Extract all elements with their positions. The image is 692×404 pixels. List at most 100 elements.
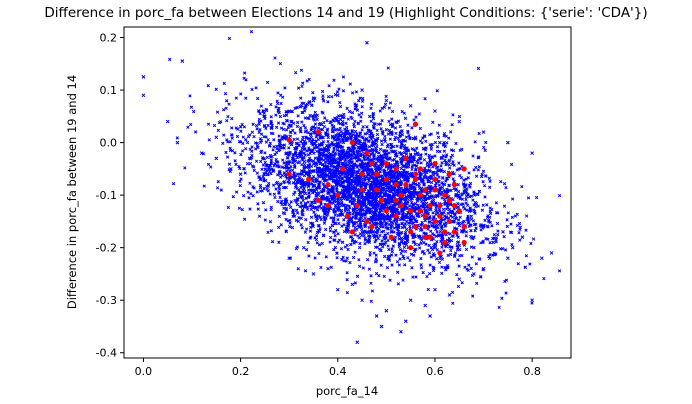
- cloud-point: [287, 123, 291, 127]
- cloud-point: [259, 149, 264, 153]
- cloud-point: [357, 236, 362, 240]
- cloud-point: [443, 200, 447, 204]
- cloud-point: [381, 225, 385, 229]
- cloud-point: [321, 94, 325, 98]
- cloud-point: [347, 168, 351, 172]
- cloud-point: [274, 125, 279, 129]
- cloud-point: [440, 211, 444, 215]
- cloud-point: [404, 135, 409, 139]
- cloud-point: [458, 197, 462, 201]
- cloud-point: [230, 133, 234, 137]
- cloud-point: [307, 191, 311, 195]
- cloud-point: [481, 180, 485, 184]
- data-point: [214, 156, 219, 161]
- cloud-point: [375, 224, 379, 229]
- cloud-point: [469, 214, 473, 218]
- highlight-point: [354, 203, 360, 209]
- cloud-point: [303, 230, 307, 234]
- highlight-point: [325, 203, 331, 209]
- cloud-point: [412, 118, 416, 122]
- cloud-point: [418, 126, 422, 131]
- cloud-point: [458, 215, 462, 219]
- cloud-point: [452, 226, 457, 230]
- cloud-point: [517, 231, 521, 235]
- cloud-point: [359, 154, 363, 158]
- cloud-point: [398, 257, 402, 261]
- cloud-point: [419, 156, 423, 161]
- cloud-point: [413, 152, 417, 156]
- cloud-point: [445, 176, 450, 181]
- cloud-point: [469, 245, 474, 249]
- cloud-point: [370, 180, 374, 185]
- cloud-point: [431, 198, 436, 203]
- cloud-point: [480, 208, 485, 212]
- cloud-point: [259, 104, 263, 108]
- cloud-point: [309, 215, 314, 219]
- cloud-point: [469, 228, 473, 233]
- cloud-point: [310, 149, 314, 153]
- cloud-point: [395, 202, 399, 206]
- cloud-point: [481, 240, 485, 245]
- cloud-point: [310, 139, 314, 143]
- cloud-point: [408, 226, 412, 231]
- cloud-point: [408, 136, 412, 140]
- cloud-point: [338, 196, 343, 200]
- cloud-point: [186, 125, 190, 129]
- cloud-point: [398, 124, 402, 129]
- cloud-point: [408, 152, 413, 156]
- cloud-point: [488, 256, 492, 261]
- cloud-point: [486, 214, 490, 218]
- cloud-point: [417, 112, 421, 116]
- cloud-point: [395, 144, 399, 148]
- cloud-point: [261, 109, 266, 114]
- cloud-point: [305, 79, 309, 83]
- cloud-point: [356, 154, 360, 158]
- cloud-point: [315, 117, 319, 122]
- cloud-point: [322, 147, 327, 151]
- cloud-point: [456, 284, 461, 289]
- cloud-point: [304, 248, 309, 252]
- cloud-point: [404, 242, 409, 247]
- cloud-point: [479, 174, 484, 179]
- cloud-point: [357, 99, 361, 103]
- cloud-point: [332, 175, 336, 179]
- cloud-point: [328, 121, 332, 125]
- cloud-point: [290, 168, 295, 172]
- cloud-point: [367, 114, 372, 119]
- cloud-point: [428, 158, 432, 162]
- cloud-point: [240, 149, 245, 153]
- cloud-point: [375, 217, 380, 221]
- cloud-point: [289, 124, 293, 129]
- cloud-point: [347, 189, 352, 193]
- cloud-point: [403, 190, 407, 194]
- cloud-point: [252, 134, 256, 139]
- cloud-point: [474, 202, 479, 206]
- cloud-point: [315, 230, 320, 235]
- highlight-point: [412, 176, 419, 182]
- cloud-point: [322, 212, 327, 216]
- cloud-point: [505, 224, 509, 229]
- cloud-point: [283, 202, 287, 207]
- cloud-point: [350, 116, 354, 121]
- cloud-point: [497, 305, 501, 310]
- cloud-point: [292, 174, 297, 178]
- cloud-point: [438, 209, 442, 213]
- cloud-point: [421, 270, 425, 275]
- cloud-point: [416, 234, 421, 238]
- cloud-point: [284, 164, 288, 169]
- cloud-point: [332, 219, 336, 223]
- cloud-point: [487, 176, 491, 180]
- cloud-point: [301, 135, 305, 139]
- cloud-point: [322, 120, 326, 125]
- cloud-point: [469, 266, 473, 271]
- cloud-point: [304, 129, 309, 133]
- cloud-point: [456, 235, 460, 239]
- cloud-point: [308, 182, 312, 186]
- x-axis-label: porc_fa_14: [316, 384, 378, 398]
- cloud-point: [339, 158, 343, 162]
- cloud-point: [441, 207, 446, 212]
- cloud-point: [375, 128, 379, 133]
- cloud-point: [369, 299, 373, 303]
- cloud-point: [284, 229, 289, 234]
- cloud-point: [418, 246, 422, 250]
